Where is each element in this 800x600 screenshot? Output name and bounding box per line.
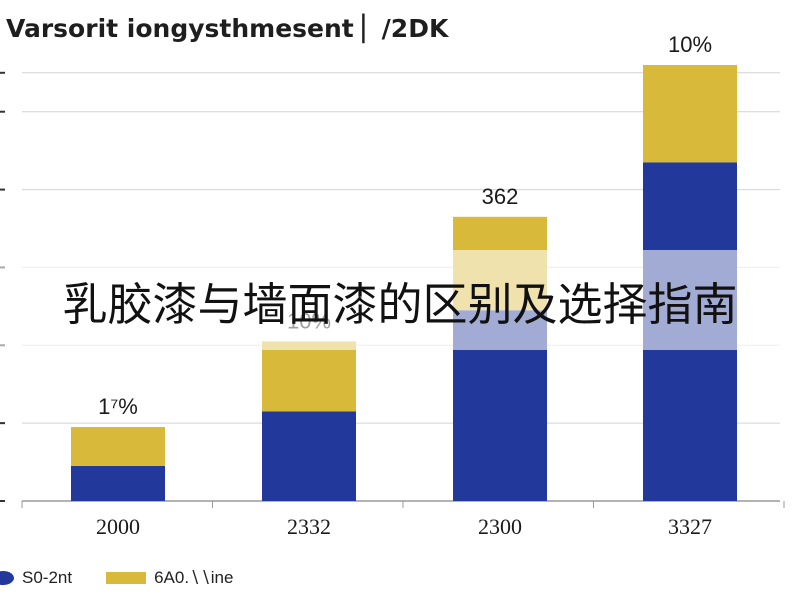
legend-label: 6A0.∖∖ine [154,568,234,587]
x-tick-label: 3327 [668,514,712,539]
data-label: 10% [668,32,712,57]
legend-swatch [0,571,14,585]
x-tick-label: 2000 [96,514,140,539]
bar-segment-series-2 [262,341,356,412]
bar-segment-series-2 [71,427,165,466]
bar-segment-series-2 [643,65,737,163]
legend-label: S0-2nt [22,568,73,587]
overlay-text: 乳胶漆与墙面漆的区别及选择指南 [62,277,738,331]
x-tick-label: 2300 [478,514,522,539]
data-label: 362 [482,184,519,209]
overlay-banner: 乳胶漆与墙面漆的区别及选择指南 [0,250,800,350]
legend-item: 6A0.∖∖ine [106,568,233,588]
legend-swatch [106,572,147,584]
bar-segment-series-1 [71,465,165,501]
legend: S0-2nt 6A0.∖∖ine [0,566,267,590]
chart-title: Varsorit iongysthmesent ▏/2DK [6,14,449,43]
legend-item: S0-2nt [0,568,72,588]
bar-segment-series-1 [262,411,356,501]
x-tick-label: 2332 [287,514,331,539]
data-label: 1⁷% [98,394,138,419]
x-axis-tick-labels: 2000 2332 2300 3327 [96,514,712,539]
